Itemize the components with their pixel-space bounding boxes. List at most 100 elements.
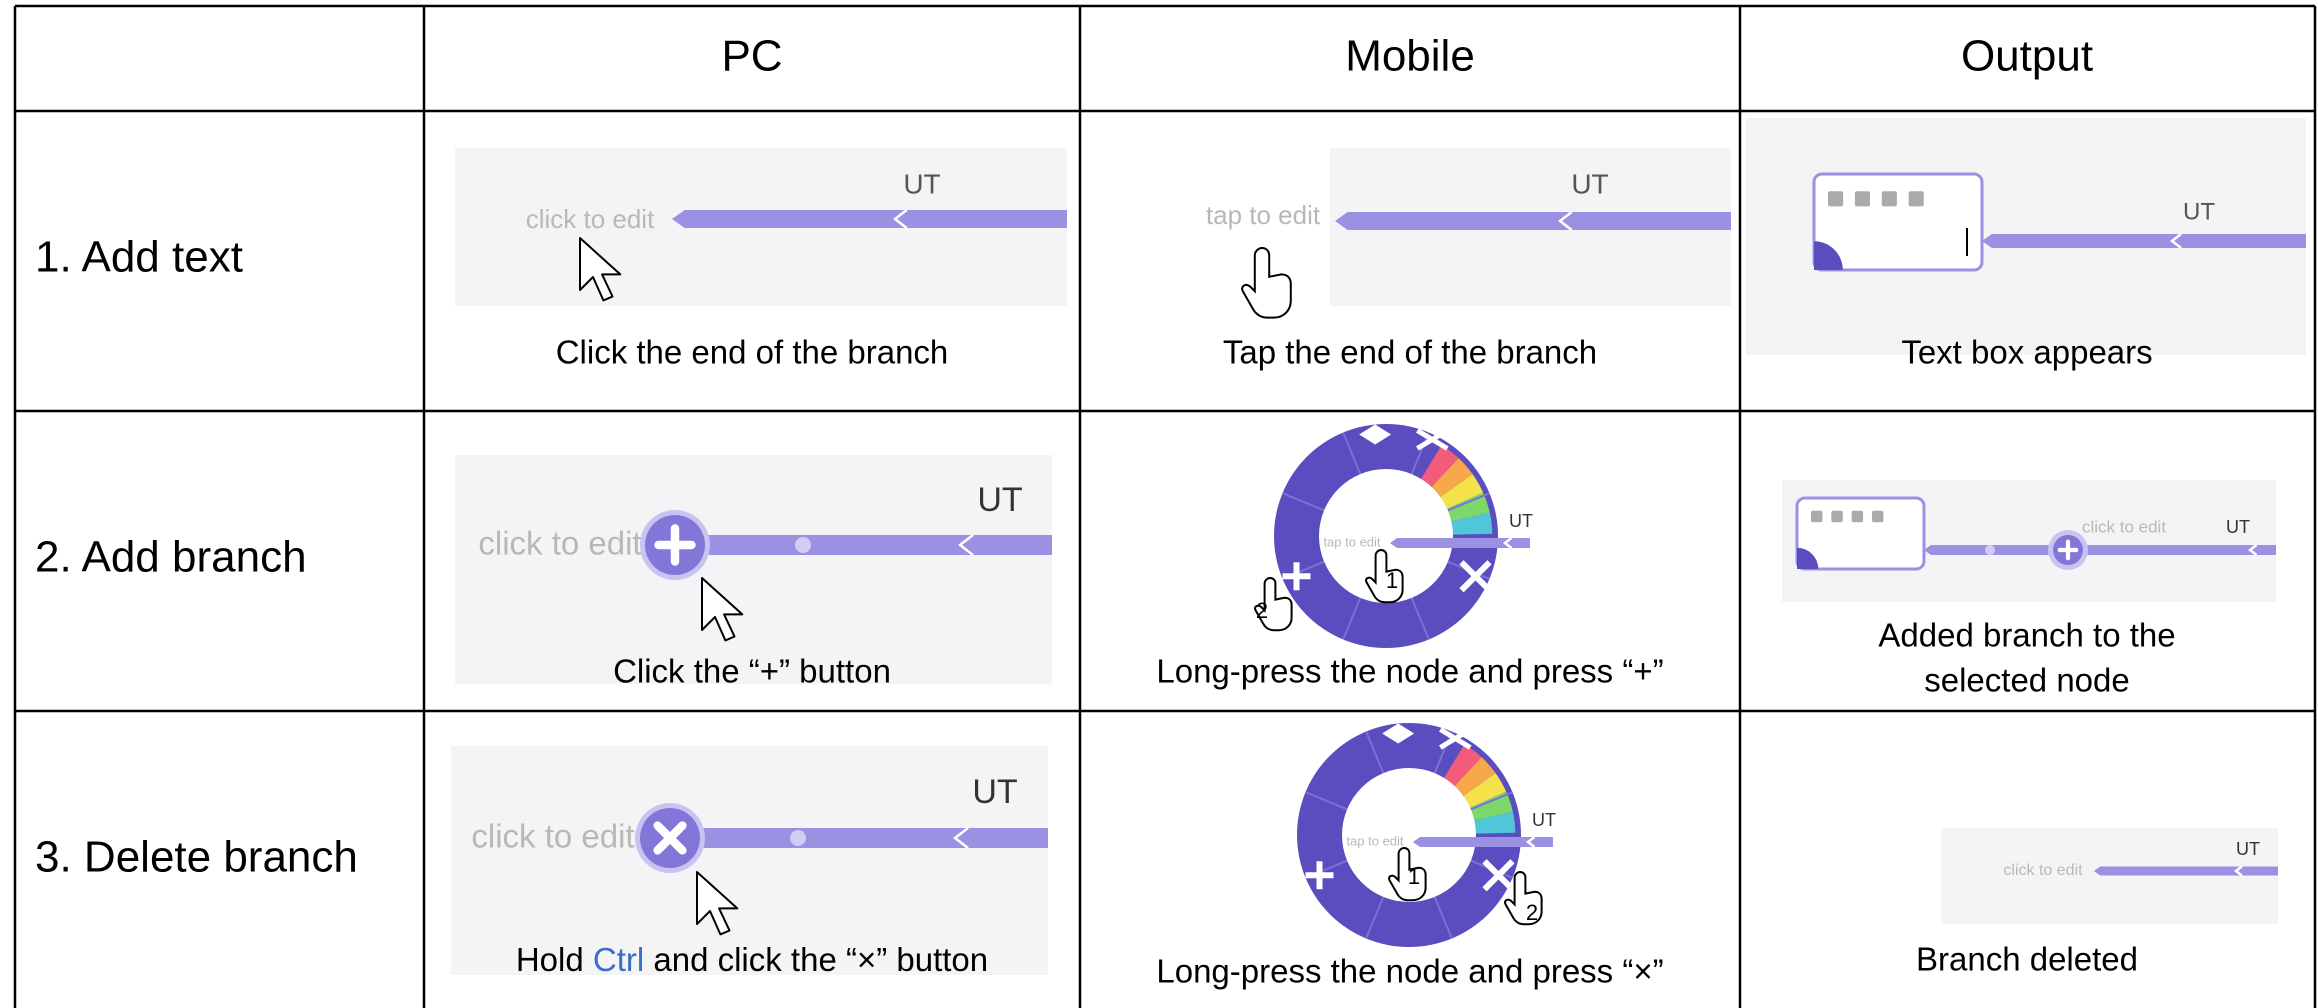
row-labels: 1. Add text 2. Add branch 3. Delete bran… [35,233,358,882]
step-number: 2 [1526,900,1538,925]
branch-tag: UT [2236,839,2260,859]
toolbar-icon [1828,191,1844,207]
touch-hand [1254,577,1293,632]
branch-joint [1557,211,1573,231]
branch-joint [1502,537,1513,549]
button-icon [653,821,687,855]
color-wedge [1431,458,1473,498]
hint-text: click to edit [471,818,634,855]
hint-text: click to edit [526,204,655,234]
row-label: 3. Delete branch [35,833,358,882]
button-icon [654,524,696,566]
menu-divider [1282,492,1325,512]
branch-tag: UT [2183,198,2215,225]
row-label: 1. Add text [35,233,243,282]
color-wedge [1454,757,1496,797]
color-wedge [1463,773,1507,808]
branch-tag: UT [977,481,1022,519]
branch [675,535,1052,555]
touch-hand [1241,246,1292,319]
branch-tag: UT [1571,168,1608,199]
caption: Click the end of the branch [556,334,949,371]
toolbar-icon [1851,510,1864,523]
hint-text: click to edit [2082,517,2166,536]
screenshot-background [455,455,1052,684]
branch [2094,866,2278,876]
caption: Click the “+” button [613,653,891,690]
menu-divider [1365,896,1385,939]
text-box-corner [1797,547,1819,569]
branch-joint [952,827,969,849]
hint-text: tap to edit [1323,534,1380,549]
table-grid [13,4,2317,1008]
menu-shuffle [1416,428,1449,451]
branch [1335,212,1731,230]
menu-cross [1482,859,1515,892]
toolbar-icon [1871,510,1884,523]
touch-hand [1388,847,1427,902]
branch-tag: UT [1509,511,1533,531]
button-icon [2057,539,2079,561]
toolbar-icon [1831,510,1843,523]
menu-divider [1447,492,1490,512]
text-box-corner [1814,241,1843,270]
toolbar-icon [1908,191,1924,207]
hint-text: tap to edit [1346,833,1403,848]
branch-dot [795,537,811,553]
menu-divider [1365,731,1385,774]
caption: Text box appears [1901,334,2152,371]
touch-hand [1365,549,1404,604]
column-header: Mobile [1345,32,1475,81]
branch-joint [2247,544,2258,556]
caption-part: and click the “×” button [644,941,988,978]
branch [672,210,1067,228]
color-wedge [1451,512,1493,535]
branch-dot [1985,545,1995,555]
branch-dot [790,830,806,846]
captions: Click the end of the branch Tap the end o… [516,334,2176,990]
menu-plus [1305,861,1334,890]
branch-joint [1525,836,1536,848]
branch-tag: UT [2226,517,2250,537]
color-wedge [1474,811,1516,834]
menu-divider [1470,791,1513,811]
branch-joint [892,209,908,229]
caption: Added branch to the [1878,617,2175,654]
toolbar-icon [1811,510,1823,523]
radial-menu-center [1342,768,1476,902]
touch-hand [1504,871,1543,926]
toolbar-icon [1881,191,1897,207]
color-wedge [1421,445,1459,487]
branch [1413,837,1553,847]
color-wedge [1440,474,1484,509]
column-header: PC [721,32,782,81]
step-number: 1 [1408,864,1420,889]
branch-tag: UT [1532,810,1556,830]
hint-text: tap to edit [1206,200,1321,230]
menu-divider [1410,432,1430,475]
menu-cross [1459,560,1492,593]
hint-text: click to edit [2003,862,2083,879]
column-header: Output [1961,32,2093,81]
color-wedge [1447,492,1490,522]
branch-joint [2233,865,2243,877]
menu-divider [1342,597,1362,640]
caption-part: Hold [516,941,593,978]
caption: Hold Ctrl and click the “×” button [516,941,988,978]
caption: selected node [1924,662,2130,699]
branch-tag: UT [903,168,940,199]
branch-tag: UT [972,773,1017,811]
branch [1924,545,2276,555]
caption-part: Ctrl [593,941,644,978]
menu-diamond [1382,723,1415,744]
caption: Branch deleted [1916,941,2138,978]
illustrations: click to edit UT tap to edit UT UT click to e… [451,118,2306,975]
hint-text: click to edit [478,525,641,562]
color-wedge [1470,791,1513,821]
menu-divider [1410,597,1430,640]
branch [670,828,1048,848]
caption: Long-press the node and press “×” [1156,953,1663,990]
menu-divider [1305,791,1348,811]
text-box [1795,496,1926,571]
